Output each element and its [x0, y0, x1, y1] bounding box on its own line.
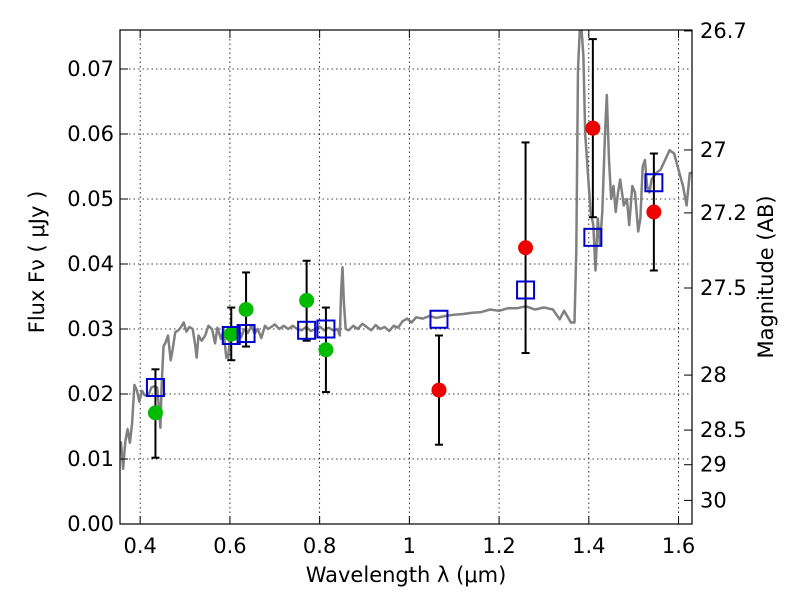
- y-tick-label: 0.07: [67, 57, 114, 81]
- y-tick-label: 0.06: [67, 122, 114, 146]
- y-axis-label-right: Magnitude (AB): [754, 195, 778, 358]
- right-tick-label: 27: [700, 138, 727, 162]
- y-tick-label: 0.03: [67, 317, 114, 341]
- photometry-point: [223, 326, 239, 342]
- right-tick-label: 30: [700, 488, 727, 512]
- photometry-point: [299, 292, 315, 308]
- x-tick-label: 1: [403, 534, 416, 558]
- model-point: [316, 319, 336, 339]
- x-axis: 0.4 0.6 0.8 1 1.2 1.4 1.6: [123, 30, 695, 558]
- x-axis-label: Wavelength λ (μm): [306, 563, 507, 587]
- right-tick-label: 28.5: [700, 418, 747, 442]
- model-point: [145, 378, 165, 397]
- photometry-point: [318, 342, 334, 358]
- y-tick-label: 0.02: [67, 382, 114, 406]
- model-point: [236, 324, 256, 344]
- y-tick-label: 0.05: [67, 187, 114, 211]
- photometry-point: [646, 204, 662, 220]
- model-point: [429, 309, 449, 329]
- marker-layer: [145, 120, 664, 421]
- model-point: [297, 320, 317, 340]
- photometry-point: [585, 120, 601, 136]
- right-tick-label: 27.5: [700, 276, 747, 300]
- right-tick-label: 27.2: [700, 201, 747, 225]
- x-tick-label: 1.6: [662, 534, 695, 558]
- photometry-point: [431, 382, 447, 398]
- model-point: [221, 326, 241, 345]
- right-tick-label: 29: [700, 453, 727, 477]
- right-tick-label: 26.7: [700, 19, 747, 43]
- photometry-point: [518, 240, 534, 256]
- photometry-point: [238, 302, 254, 317]
- x-tick-label: 0.6: [213, 534, 246, 558]
- plot-frame: [119, 29, 693, 525]
- photometry-point: [147, 405, 163, 421]
- y-tick-label: 0.00: [67, 512, 114, 536]
- y-axis-left: 0.00 0.01 0.02 0.03 0.04 0.05 0.06 0.07: [67, 57, 128, 536]
- x-tick-label: 1.4: [572, 534, 605, 558]
- y-axis-label: Flux Fν ( μJy ): [25, 191, 49, 334]
- model-point: [644, 173, 664, 193]
- spectrum-line: [120, 30, 692, 471]
- model-point: [516, 280, 536, 300]
- y-axis-right: 26.7 27 27.2 27.5 28 28.5 29 30: [684, 19, 747, 512]
- model-point: [583, 227, 603, 247]
- y-tick-label: 0.04: [67, 252, 114, 276]
- x-tick-label: 1.2: [482, 534, 515, 558]
- x-tick-label: 0.4: [123, 534, 156, 558]
- spectrum-layer: [120, 30, 692, 471]
- error-bar-layer: [151, 38, 658, 459]
- x-tick-label: 0.8: [303, 534, 336, 558]
- right-tick-label: 28: [700, 363, 727, 387]
- y-tick-label: 0.01: [67, 447, 114, 471]
